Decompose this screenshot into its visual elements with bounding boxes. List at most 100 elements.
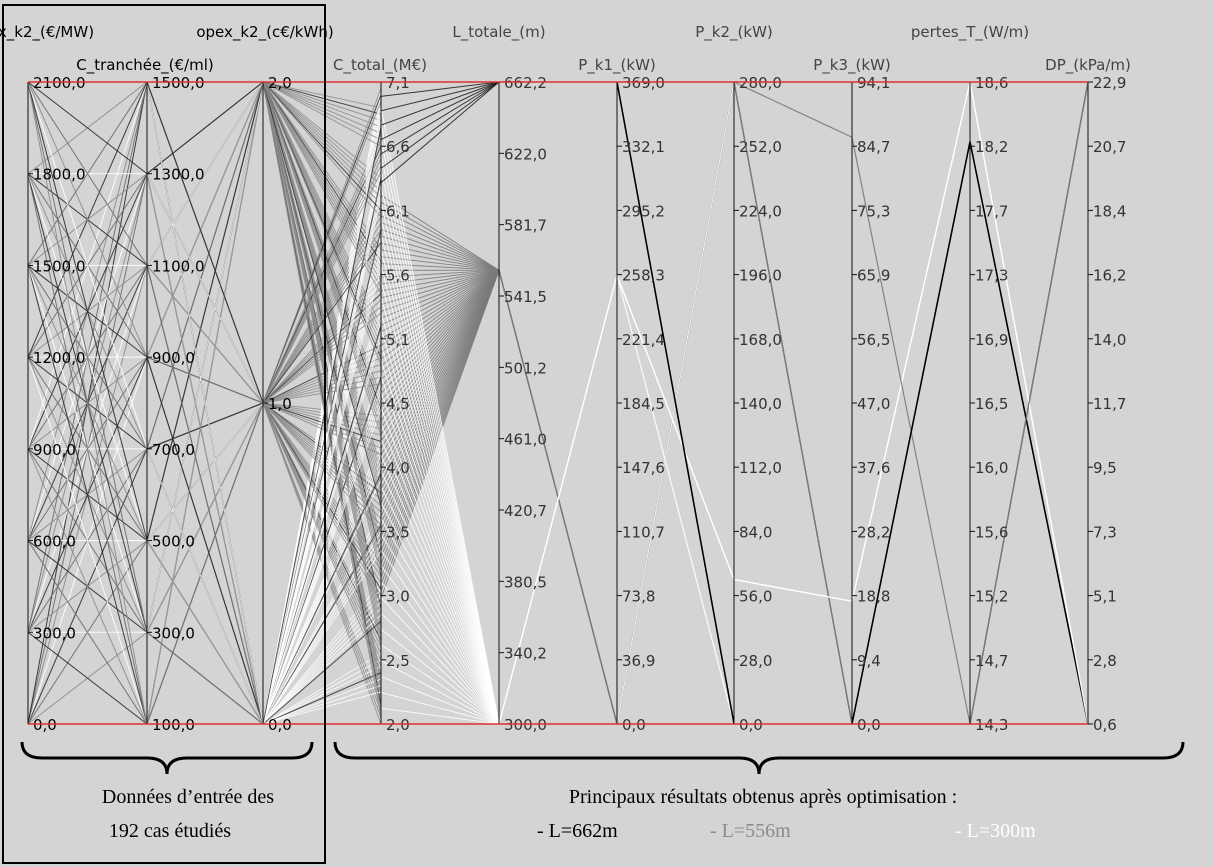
polyline-segment bbox=[262, 81, 382, 269]
polyline-segment bbox=[380, 256, 500, 271]
axis-tick-label: 16,5 bbox=[975, 395, 1008, 413]
axis-tick-label: 6,1 bbox=[386, 202, 410, 220]
polyline-segment bbox=[380, 81, 500, 112]
polyline-segment bbox=[380, 270, 500, 496]
axis-tick-label: 2,0 bbox=[268, 74, 292, 92]
axis-tick-label: 18,2 bbox=[975, 138, 1008, 156]
polyline-segment bbox=[27, 265, 148, 725]
polyline-segment bbox=[262, 550, 382, 725]
polyline-segment bbox=[380, 628, 500, 725]
polyline-segment bbox=[380, 549, 500, 725]
legend-l556: - L=556m bbox=[710, 820, 791, 842]
polyline-segment bbox=[262, 81, 382, 121]
polyline-segment bbox=[498, 270, 618, 725]
polyline-segment bbox=[262, 268, 382, 725]
axis-name: C_total_(M€) bbox=[333, 56, 427, 75]
polyline-segment bbox=[146, 402, 264, 541]
axis-tick-label: 37,6 bbox=[857, 459, 890, 477]
axis-tick-label: 295,2 bbox=[622, 202, 665, 220]
axis-tick-label: 622,0 bbox=[504, 145, 547, 163]
polyline-segment bbox=[380, 269, 500, 367]
polyline-segment bbox=[146, 81, 264, 725]
polyline-segment bbox=[380, 270, 500, 510]
axis-tick-label: 84,7 bbox=[857, 138, 890, 156]
polyline-segment bbox=[380, 281, 500, 725]
polyline-segment bbox=[27, 81, 148, 266]
polyline-segment bbox=[146, 81, 264, 404]
legend-l662: - L=662m bbox=[537, 820, 618, 842]
polyline-segment bbox=[262, 614, 382, 725]
axis-tick-label: 184,5 bbox=[622, 395, 665, 413]
polyline-segment bbox=[969, 141, 1089, 725]
polyline-segment bbox=[262, 81, 382, 205]
polyline-segment bbox=[27, 540, 148, 725]
polyline-segment bbox=[146, 356, 264, 725]
polyline-segment bbox=[27, 173, 148, 725]
polyline-segment bbox=[262, 376, 382, 404]
polyline-segment bbox=[380, 269, 500, 312]
polyline-segment bbox=[380, 269, 500, 353]
polyline-segment bbox=[262, 691, 382, 725]
polyline-segment bbox=[262, 81, 382, 577]
axis-tick-label: 110,7 bbox=[622, 523, 665, 541]
polyline-segment bbox=[262, 81, 382, 506]
polyline-segment bbox=[380, 470, 500, 725]
polyline-segment bbox=[380, 565, 500, 725]
axis-tick-label: 17,3 bbox=[975, 267, 1008, 285]
polyline-segment bbox=[380, 269, 500, 394]
axis-tick-label: 662,2 bbox=[504, 74, 547, 92]
polyline-segment bbox=[262, 479, 382, 725]
polyline-segment bbox=[262, 402, 382, 526]
axis-tick-label: 300,0 bbox=[152, 624, 195, 642]
polyline-segment bbox=[380, 269, 500, 442]
polyline-segment bbox=[27, 81, 148, 541]
polyline-segment bbox=[262, 81, 382, 282]
polyline-segment bbox=[262, 306, 382, 404]
polyline-segment bbox=[380, 269, 500, 285]
axis-tick-label: 5,1 bbox=[1093, 588, 1117, 606]
polyline-segment bbox=[616, 274, 735, 725]
axis-tick-label: 15,2 bbox=[975, 588, 1008, 606]
polyline-segment bbox=[380, 269, 500, 476]
axis-tick-label: 500,0 bbox=[152, 533, 195, 551]
axis-tick-label: 16,2 bbox=[1093, 267, 1126, 285]
axis-tick-label: 3,5 bbox=[386, 523, 410, 541]
polyline-segment bbox=[262, 402, 382, 603]
axis-tick-label: 1200,0 bbox=[33, 349, 86, 367]
limit-lines-layer bbox=[28, 81, 1088, 725]
polylines-layer bbox=[27, 81, 1089, 725]
axis-tick-label: 501,2 bbox=[504, 359, 547, 377]
axis-tick-label: 84,0 bbox=[739, 523, 772, 541]
axis-tick-label: 112,0 bbox=[739, 459, 782, 477]
axis-tick-label: 147,6 bbox=[622, 459, 665, 477]
polyline-segment bbox=[146, 265, 264, 404]
polyline-segment bbox=[380, 439, 500, 725]
polyline-segment bbox=[380, 208, 500, 271]
axis-tick-label: 168,0 bbox=[739, 331, 782, 349]
polyline-segment bbox=[380, 201, 500, 271]
polyline-segment bbox=[146, 356, 264, 404]
polyline-segment bbox=[146, 402, 264, 633]
axis-tick-label: 22,9 bbox=[1093, 74, 1126, 92]
polyline-segment bbox=[380, 312, 500, 725]
axis-tick-label: 420,7 bbox=[504, 502, 547, 520]
polyline-segment bbox=[262, 402, 382, 455]
axis-tick-label: 17,7 bbox=[975, 202, 1008, 220]
polyline-segment bbox=[380, 201, 500, 725]
polyline-segment bbox=[380, 502, 500, 725]
axis-tick-label: 2,8 bbox=[1093, 652, 1117, 670]
axis-tick-label: 100,0 bbox=[152, 716, 195, 734]
polyline-segment bbox=[262, 81, 382, 718]
axes-layer: 0,0 300,0 600,0 900,0 1200,0 1500,0 1800,0 2100… bbox=[27, 74, 1126, 734]
polyline-segment bbox=[146, 81, 264, 175]
polyline-segment bbox=[380, 328, 500, 725]
axis-tick-label: 2,0 bbox=[386, 716, 410, 734]
polyline-segment bbox=[380, 360, 500, 725]
axis-name: capex_k2_(€/MW) bbox=[0, 23, 94, 42]
axis-tick-label: 0,0 bbox=[622, 716, 646, 734]
axis-name: P_k2_(kW) bbox=[695, 23, 773, 42]
polyline-segment bbox=[262, 81, 382, 365]
polyline-segment bbox=[380, 222, 500, 271]
axis-tick-label: 47,0 bbox=[857, 395, 890, 413]
